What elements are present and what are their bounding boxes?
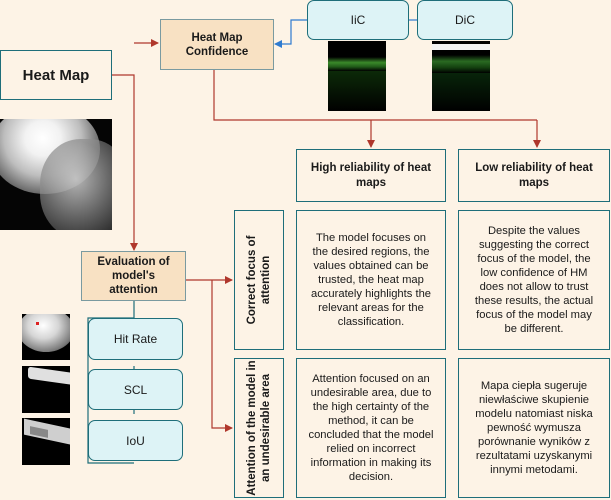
iic-box: IiC bbox=[307, 0, 409, 40]
evaluation-to-undesirable-arrow bbox=[211, 280, 233, 432]
hit-rate-image bbox=[22, 314, 70, 360]
iic-label: IiC bbox=[350, 13, 366, 27]
cell-correct-high-text: The model focuses on the desired regions… bbox=[310, 232, 432, 328]
cell-undesirable-high-text: Attention focused on an undesirable area… bbox=[308, 373, 434, 483]
cell-correct-high: The model focuses on the desired regions… bbox=[296, 210, 446, 350]
heat-map-box: Heat Map bbox=[0, 50, 112, 100]
heat-map-confidence-box: Heat Map Confidence bbox=[160, 19, 274, 70]
evaluation-box: Evaluation of model's attention bbox=[81, 251, 186, 301]
scl-box: SCL bbox=[88, 369, 183, 410]
heat-map-label: Heat Map bbox=[22, 66, 90, 84]
hit-rate-box: Hit Rate bbox=[88, 318, 183, 360]
correct-focus-label: Correct focus of attention bbox=[246, 235, 272, 325]
metrics-bracket-line bbox=[87, 301, 135, 464]
heatmap-trunk-line bbox=[112, 74, 138, 251]
low-reliability-header: Low reliability of heat maps bbox=[458, 149, 610, 202]
heat-map-image bbox=[0, 119, 112, 230]
dic-box: DiC bbox=[417, 0, 513, 40]
hit-rate-label: Hit Rate bbox=[113, 332, 158, 346]
undesirable-area-label: Attention of the model in an undesirable… bbox=[246, 360, 272, 496]
cell-undesirable-low-text: Mapa ciepła sugeruje niewłaściwe skupien… bbox=[475, 380, 593, 476]
iou-label: IoU bbox=[126, 433, 145, 448]
scl-label: SCL bbox=[123, 382, 148, 397]
high-reliability-label: High reliability of heat maps bbox=[310, 161, 432, 189]
evaluation-label: Evaluation of model's attention bbox=[97, 256, 170, 296]
scl-image bbox=[22, 366, 70, 413]
dic-label: DiC bbox=[455, 13, 475, 27]
cell-correct-low: Despite the values suggesting the correc… bbox=[458, 210, 610, 350]
cell-undesirable-low: Mapa ciepła sugeruje niewłaściwe skupien… bbox=[458, 358, 610, 498]
cell-undesirable-high: Attention focused on an undesirable area… bbox=[296, 358, 446, 498]
dic-image bbox=[432, 41, 490, 111]
iou-box: IoU bbox=[88, 420, 183, 461]
cell-correct-low-text: Despite the values suggesting the correc… bbox=[474, 225, 594, 335]
undesirable-area-row-header bbox=[234, 358, 284, 498]
correct-focus-row-header bbox=[234, 210, 284, 350]
high-reliability-header: High reliability of heat maps bbox=[296, 149, 446, 202]
iic-to-confidence-arrow bbox=[274, 19, 307, 48]
heat-map-confidence-label: Heat Map Confidence bbox=[185, 31, 249, 58]
iou-image bbox=[22, 418, 70, 465]
iic-image bbox=[328, 41, 386, 111]
confidence-to-reliability-lines bbox=[213, 70, 537, 121]
low-reliability-label: Low reliability of heat maps bbox=[475, 161, 593, 189]
